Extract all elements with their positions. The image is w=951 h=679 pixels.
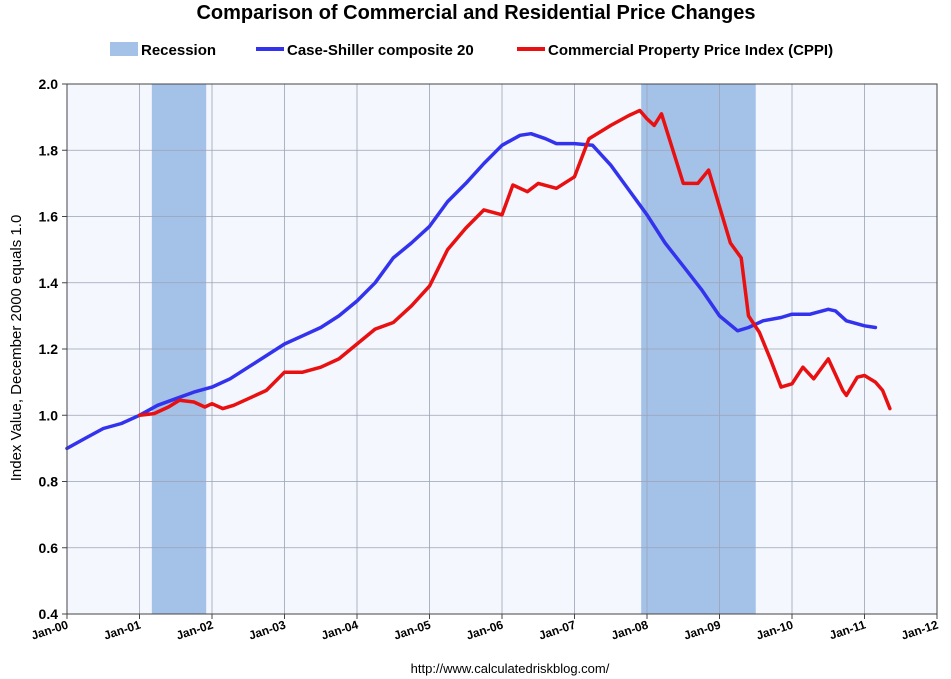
x-tick-label: Jan-06 (464, 617, 505, 642)
y-tick-label: 1.2 (39, 341, 59, 357)
series-line-case-shiller (65, 131, 878, 451)
y-tick-label: 1.4 (39, 275, 59, 291)
x-tick-label: Jan-04 (319, 617, 360, 642)
y-tick-label: 0.4 (39, 606, 59, 622)
legend-swatch-recession (110, 42, 138, 56)
legend-label: Commercial Property Price Index (CPPI) (548, 42, 833, 59)
x-tick-label: Jan-03 (247, 617, 288, 642)
y-tick-label: 2.0 (39, 76, 59, 92)
x-tick-label: Jan-08 (609, 617, 650, 642)
series (65, 108, 892, 451)
legend-label: Recession (141, 42, 216, 59)
source-url: http://www.calculatedriskblog.com/ (411, 661, 610, 676)
x-tick-label: Jan-01 (102, 617, 143, 642)
x-tick-label: Jan-02 (174, 617, 215, 642)
y-tick-label: 1.0 (39, 407, 59, 423)
x-tick-label: Jan-12 (899, 617, 940, 642)
y-tick-label: 1.8 (39, 142, 59, 158)
x-tick-label: Jan-09 (682, 617, 723, 642)
x-tick-label: Jan-10 (754, 617, 795, 642)
y-tick-label: 0.6 (39, 540, 59, 556)
x-tick-label: Jan-11 (828, 617, 868, 642)
legend-label: Case-Shiller composite 20 (287, 42, 474, 59)
chart-title: Comparison of Commercial and Residential… (196, 2, 755, 24)
x-tick-label: Jan-07 (537, 617, 578, 642)
y-tick-label: 0.8 (39, 474, 59, 490)
y-tick-label: 1.6 (39, 209, 59, 225)
x-tick-label: Jan-05 (392, 617, 433, 642)
series-line-cppi (137, 108, 892, 418)
y-axis-label: Index Value, December 2000 equals 1.0 (8, 215, 25, 482)
legend: Recession Case-Shiller composite 20 Commer… (110, 42, 833, 59)
